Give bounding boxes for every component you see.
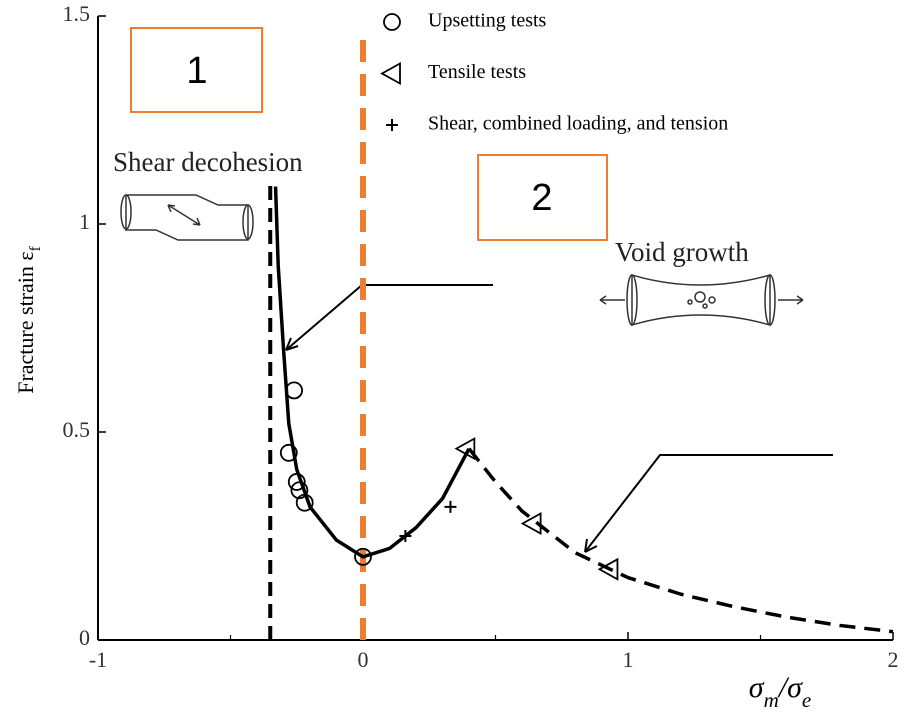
y-axis-label: Fracture strain εf (13, 245, 44, 393)
data-point (287, 473, 306, 491)
data-point (295, 493, 314, 512)
void-icon (599, 273, 804, 327)
data-point (444, 500, 457, 513)
x-tick-label: 2 (888, 647, 899, 672)
legend-label: Tensile tests (428, 61, 526, 83)
shear-icon (120, 194, 254, 241)
annotation: Shear decohesion (113, 147, 303, 177)
data-point (279, 443, 298, 462)
data-point (454, 437, 476, 461)
data-point (285, 381, 304, 400)
label-part: σ (749, 671, 765, 704)
x-axis-label: σm/σe (749, 671, 811, 712)
data-point (597, 557, 619, 581)
y-tick-label: 1.5 (63, 1, 91, 26)
data-point (354, 547, 372, 566)
label-part: m (764, 688, 779, 712)
legend-label: Shear, combined loading, and tension (428, 113, 728, 135)
label-part: e (802, 688, 811, 712)
region-box (130, 27, 263, 113)
legend-label: Upsetting tests (428, 10, 547, 32)
fracture-curve (467, 447, 894, 634)
annotation: Void growth (615, 237, 749, 267)
y-tick-label: 0.5 (63, 417, 91, 442)
y-tick-label: 0 (79, 625, 90, 650)
label-part: /σ (777, 671, 803, 704)
region-box (477, 154, 608, 241)
data-point (290, 481, 309, 500)
legend-marker (380, 61, 401, 86)
fracture-curve (273, 186, 471, 559)
label-part: f (27, 245, 44, 251)
legend-marker (383, 13, 401, 31)
pointer-arrow (285, 284, 833, 553)
legend-marker (386, 119, 398, 131)
x-tick-label: 1 (623, 647, 634, 672)
region-label: 2 (531, 177, 552, 219)
label-part: Fracture strain ε (13, 251, 38, 393)
y-tick-label: 1 (79, 209, 90, 234)
x-tick-label: 0 (358, 647, 369, 672)
data-point (399, 530, 412, 542)
x-tick-label: -1 (89, 647, 107, 672)
data-point (520, 511, 542, 536)
region-label: 1 (186, 50, 207, 92)
